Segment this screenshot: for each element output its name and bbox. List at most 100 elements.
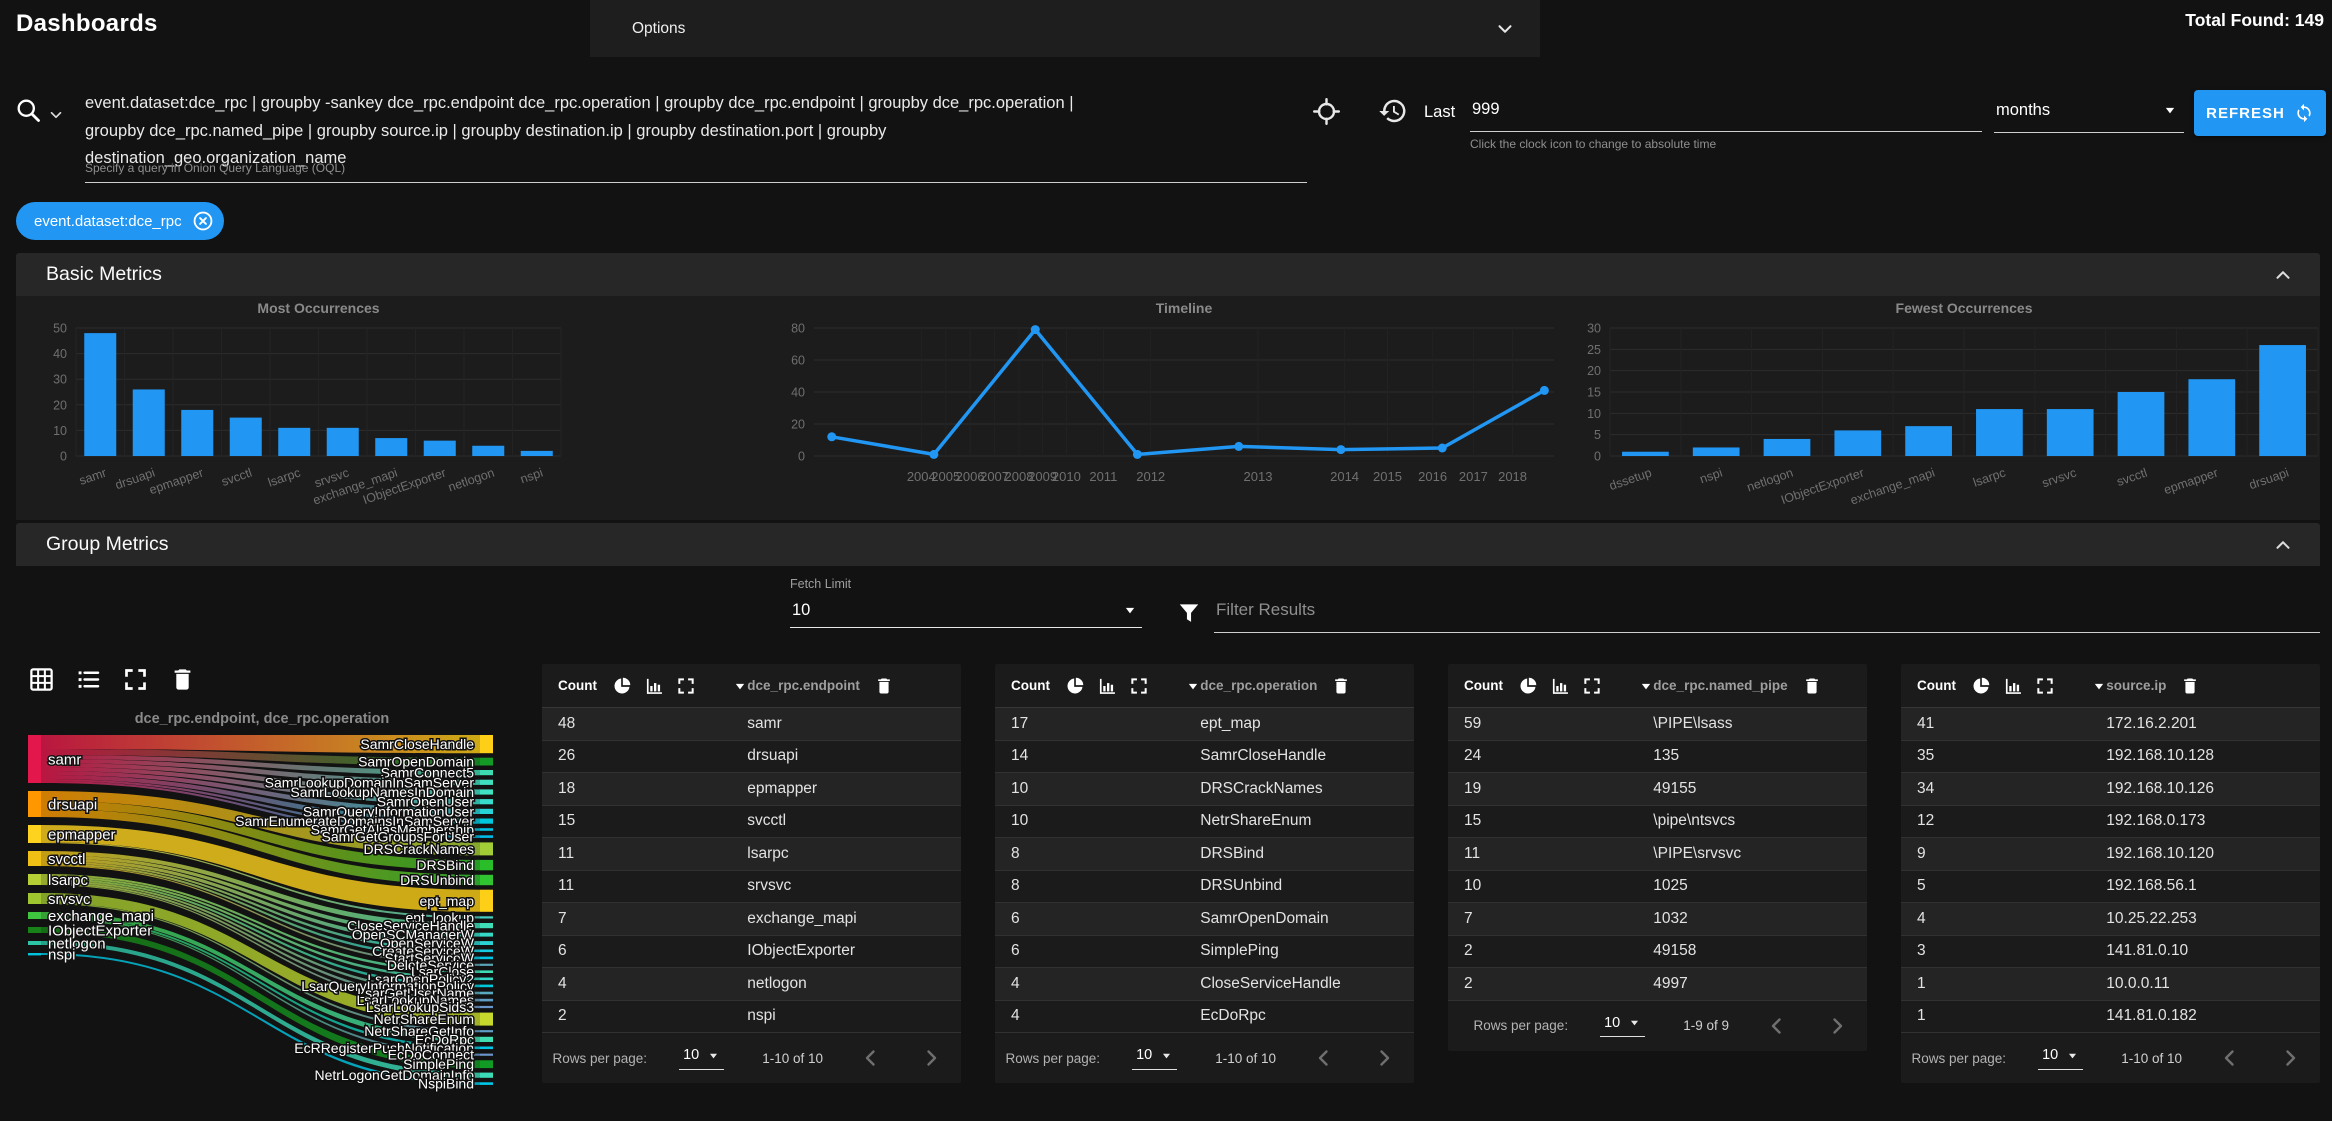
- sankey-node-SamrLookupDomainInSamServer[interactable]: [480, 779, 493, 785]
- table-row[interactable]: 6 SamrOpenDomain: [995, 903, 1414, 936]
- bar-chart-icon[interactable]: [1550, 676, 1570, 696]
- count-cell[interactable]: 26: [558, 747, 576, 765]
- rows-per-page-select[interactable]: 10: [2038, 1047, 2084, 1070]
- sankey-node-IObjectExporter[interactable]: [28, 927, 41, 933]
- count-cell[interactable]: 7: [558, 909, 567, 927]
- sankey-link-IObjectExporter-SimplePing[interactable]: [41, 927, 480, 1069]
- bar-IObjectExporter[interactable]: [1834, 430, 1882, 456]
- bar-exchange_mapi[interactable]: [375, 438, 408, 456]
- sankey-link-nspi-NspiBind[interactable]: [41, 953, 480, 1085]
- table-row[interactable]: 9 192.168.10.120: [1901, 838, 2320, 871]
- sankey-node-nspi[interactable]: [28, 953, 41, 956]
- sankey-node-SamrGetGroupsForUser[interactable]: [480, 835, 493, 838]
- sankey-node-ept_lookup[interactable]: [480, 916, 493, 919]
- value-cell[interactable]: drsuapi: [747, 747, 799, 765]
- count-cell[interactable]: 8: [1011, 877, 1020, 895]
- table-row[interactable]: 4 CloseServiceHandle: [995, 968, 1414, 1001]
- table-row[interactable]: 2 4997: [1448, 968, 1867, 1001]
- sankey-link-epmapper-ept_lookup[interactable]: [41, 842, 480, 919]
- table-row[interactable]: 19 49155: [1448, 773, 1867, 806]
- count-cell[interactable]: 19: [1464, 779, 1482, 797]
- bar-dssetup[interactable]: [1622, 451, 1669, 456]
- sankey-link-samr-SamrCloseHandle[interactable]: [41, 735, 480, 754]
- bar-IObjectExporter[interactable]: [423, 440, 456, 456]
- sankey-node-EcRRegisterPushNotification[interactable]: [480, 1046, 493, 1050]
- table-row[interactable]: 48 samr: [542, 708, 961, 741]
- count-cell[interactable]: 4: [558, 974, 567, 992]
- value-cell[interactable]: svcctl: [747, 812, 787, 830]
- table-row[interactable]: 5 192.168.56.1: [1901, 870, 2320, 903]
- count-cell[interactable]: 2: [1464, 942, 1473, 960]
- sankey-link-lsarpc-LsarLookupSids3[interactable]: [41, 884, 480, 1009]
- sankey-link-drsuapi-DRSUnbind[interactable]: [41, 809, 480, 886]
- count-cell[interactable]: 11: [558, 877, 575, 895]
- value-cell[interactable]: samr: [747, 714, 782, 732]
- sankey-link-lsarpc-LsarLookupNames[interactable]: [41, 882, 480, 1002]
- bar-lsarpc[interactable]: [1976, 409, 2023, 456]
- sankey-link-svcctl-CreateServiceW[interactable]: [41, 861, 480, 953]
- table-row[interactable]: 8 DRSBind: [995, 838, 1414, 871]
- trash-icon[interactable]: [1802, 676, 1822, 696]
- sankey-link-lsarpc-LsarOpenPolicy2[interactable]: [41, 876, 480, 981]
- table-row[interactable]: 2 nspi: [542, 1000, 961, 1033]
- value-cell[interactable]: exchange_mapi: [747, 909, 857, 927]
- sankey-node-SamrCloseHandle[interactable]: [480, 735, 493, 754]
- rows-per-page-select[interactable]: 10: [1600, 1014, 1646, 1037]
- count-cell[interactable]: 6: [1011, 909, 1020, 927]
- sankey-node-StartServiceW[interactable]: [480, 956, 493, 960]
- chevron-right-icon[interactable]: [2278, 1046, 2302, 1070]
- sankey-link-samr-SamrOpenUser[interactable]: [41, 767, 480, 805]
- value-cell[interactable]: DRSUnbind: [1200, 877, 1283, 895]
- sankey-node-SamrLookupNamesInDomain[interactable]: [480, 789, 493, 795]
- crosshair-icon[interactable]: [1312, 97, 1341, 126]
- count-cell[interactable]: 10: [1464, 877, 1482, 895]
- sankey-link-drsuapi-DRSCrackNames[interactable]: [41, 791, 480, 856]
- count-cell[interactable]: 6: [558, 942, 567, 960]
- sankey-node-srvsvc[interactable]: [28, 893, 41, 904]
- chart-timeline[interactable]: 0 20 40 60 80 Timeline 20042005200620072008200…: [768, 296, 1568, 518]
- sankey-link-epmapper-ept_map[interactable]: [41, 825, 480, 912]
- count-cell[interactable]: 5: [1917, 877, 1926, 895]
- value-cell[interactable]: DRSBind: [1200, 844, 1265, 862]
- sankey-node-SamrQueryInformationUser[interactable]: [480, 808, 493, 814]
- sankey-link-lsarpc-LsarQueryInformationPolicy[interactable]: [41, 878, 480, 988]
- value-cell[interactable]: 49158: [1653, 942, 1697, 960]
- sankey-node-netlogon[interactable]: [28, 941, 41, 945]
- bar-netlogon[interactable]: [472, 445, 505, 456]
- sankey-node-svcctl[interactable]: [28, 851, 41, 866]
- point-1[interactable]: [929, 449, 939, 459]
- bar-svcctl[interactable]: [2117, 392, 2165, 456]
- count-cell[interactable]: 1: [1917, 1007, 1926, 1025]
- rows-per-page-select[interactable]: 10: [1132, 1047, 1178, 1070]
- sankey-link-samr-SamrGetAliasMembership[interactable]: [41, 779, 480, 831]
- table-row[interactable]: 11 srvsvc: [542, 870, 961, 903]
- bar-drsuapi[interactable]: [132, 389, 165, 456]
- caret-down-icon[interactable]: [1636, 676, 1656, 696]
- sankey-node-DRSBind[interactable]: [480, 859, 493, 871]
- sankey-link-samr-SamrOpenDomain[interactable]: [41, 749, 480, 766]
- sankey-node-CloseServiceHandle[interactable]: [480, 923, 493, 929]
- count-cell[interactable]: 34: [1917, 779, 1935, 797]
- sankey-link-samr-SamrQueryInformationUser[interactable]: [41, 771, 480, 814]
- value-cell[interactable]: \PIPE\srvsvc: [1653, 844, 1742, 862]
- sankey-link-lsarpc-LsarClose[interactable]: [41, 874, 480, 973]
- sankey-node-OpenServiceW[interactable]: [480, 941, 493, 945]
- value-cell[interactable]: IObjectExporter: [747, 942, 855, 960]
- bar-svcctl[interactable]: [229, 417, 262, 456]
- table-row[interactable]: 35 192.168.10.128: [1901, 740, 2320, 773]
- sankey-link-svcctl-OpenServiceW[interactable]: [41, 858, 480, 945]
- query-input[interactable]: event.dataset:dce_rpc | groupby -sankey …: [85, 90, 1307, 183]
- sankey-node-SamrOpenDomain[interactable]: [480, 757, 493, 766]
- sankey-node-OpenSCManagerW[interactable]: [480, 932, 493, 937]
- count-cell[interactable]: 9: [1917, 844, 1926, 862]
- sankey-node-epmapper[interactable]: [28, 825, 41, 843]
- sankey-diagram[interactable]: samr drsuapi epmapper svcctl lsarpc srvsvc exc…: [16, 731, 508, 1116]
- sankey-node-samr[interactable]: [28, 735, 41, 783]
- table-row[interactable]: 11 lsarpc: [542, 838, 961, 871]
- table-row[interactable]: 59 \PIPE\lsass: [1448, 708, 1867, 741]
- chevron-right-icon[interactable]: [1825, 1014, 1849, 1038]
- filter-chip[interactable]: event.dataset:dce_rpc: [16, 202, 224, 240]
- count-cell[interactable]: 10: [1011, 779, 1029, 797]
- sankey-node-SamrEnumerateDomainsInSamServer[interactable]: [480, 818, 493, 824]
- table-row[interactable]: 14 SamrCloseHandle: [995, 740, 1414, 773]
